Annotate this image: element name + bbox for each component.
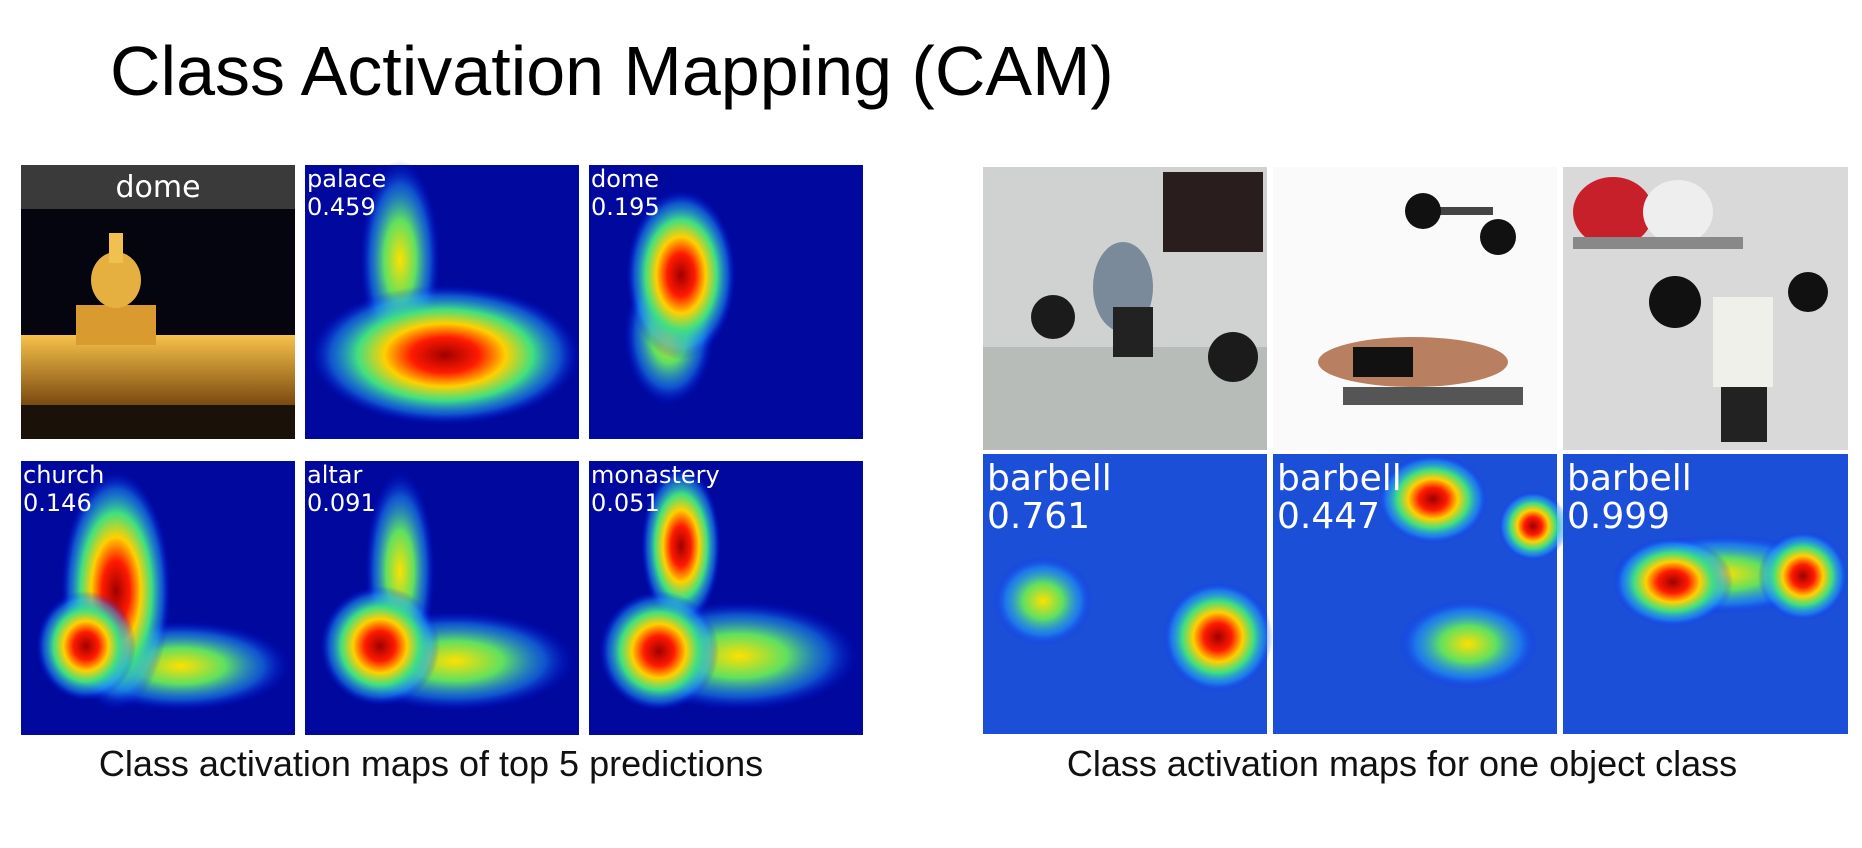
heatmap-tile: palace 0.459 [305, 160, 580, 439]
heatmap-tile: monastery 0.051 [589, 461, 863, 735]
heatmap-tile: barbell 0.761 [983, 454, 1273, 734]
tile-score: 0.051 [591, 489, 660, 517]
tile-score: 0.761 [987, 496, 1090, 537]
photo-tile: dome [21, 165, 295, 439]
tile-label: barbell [1277, 458, 1402, 499]
caption: Class activation maps for one object cla… [1067, 743, 1737, 784]
tile-score: 0.999 [1567, 496, 1670, 537]
tile-score: 0.447 [1277, 496, 1380, 537]
tile-label: barbell [1567, 458, 1692, 499]
tile-score: 0.091 [307, 489, 376, 517]
tile-label: palace [307, 165, 386, 193]
heatmap-tile: barbell 0.447 [1273, 454, 1568, 734]
photo-tile [1273, 167, 1557, 450]
heatmap-tile: church 0.146 [21, 461, 295, 735]
tile-label: monastery [591, 461, 720, 489]
left-panel: dome palace 0.459 dome 0.195 [21, 160, 863, 784]
photo-tile [1563, 167, 1848, 450]
heatmap-tile: barbell 0.999 [1563, 454, 1848, 734]
photo-tile [983, 167, 1267, 450]
tile-score: 0.146 [23, 489, 92, 517]
tile-label: barbell [987, 458, 1112, 499]
tile-label: church [23, 461, 104, 489]
slide-title: Class Activation Mapping (CAM) [110, 32, 1114, 110]
tile-score: 0.195 [591, 193, 660, 221]
heatmap-tile: dome 0.195 [589, 165, 863, 439]
caption: Class activation maps of top 5 predictio… [99, 743, 763, 784]
heatmap-tile: altar 0.091 [305, 461, 579, 735]
tile-label: dome [591, 165, 659, 193]
right-panel: barbell 0.761 barbell 0.447 barbell 0.99… [983, 167, 1848, 784]
tile-score: 0.459 [307, 193, 376, 221]
tile-label: altar [307, 461, 362, 489]
tile-label: dome [115, 170, 200, 205]
